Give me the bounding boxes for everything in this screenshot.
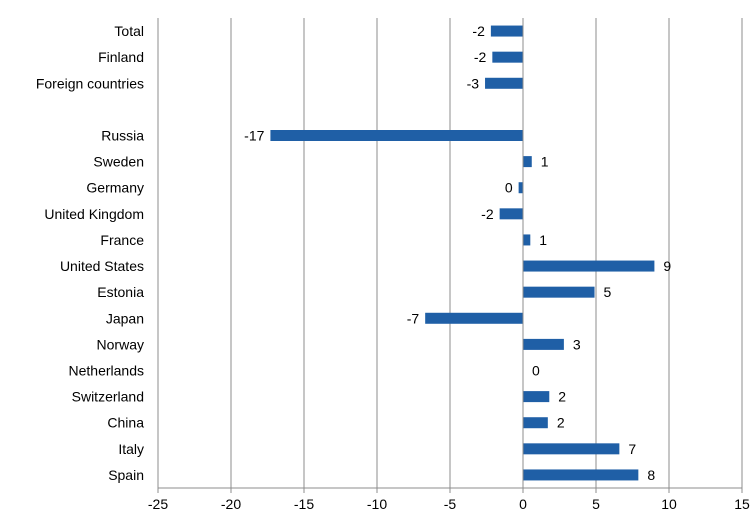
data-label-finland: -2 <box>474 49 487 65</box>
bar-estonia <box>523 286 595 298</box>
category-label-china: China <box>107 415 144 431</box>
data-label-united-states: 9 <box>663 258 671 274</box>
category-label-united-states: United States <box>60 258 144 274</box>
x-tick-label: 15 <box>734 496 750 512</box>
bars <box>270 25 655 481</box>
category-label-total: Total <box>114 23 144 39</box>
x-tick-label: -5 <box>444 496 457 512</box>
data-label-total: -2 <box>472 23 485 39</box>
data-label-germany: 0 <box>505 180 513 196</box>
x-tick-label: -10 <box>367 496 387 512</box>
x-tick-label: -20 <box>221 496 241 512</box>
category-label-netherlands: Netherlands <box>69 363 145 379</box>
category-label-norway: Norway <box>97 336 144 352</box>
data-label-russia: -17 <box>244 128 264 144</box>
data-label-sweden: 1 <box>541 154 549 170</box>
category-label-switzerland: Switzerland <box>72 389 144 405</box>
bar-switzerland <box>523 391 550 403</box>
bar-russia <box>270 130 523 141</box>
x-tick-label: 0 <box>519 496 527 512</box>
bar-japan <box>425 312 523 324</box>
data-label-united-kingdom: -2 <box>481 206 494 222</box>
data-label-netherlands: 0 <box>532 363 540 379</box>
data-label-italy: 7 <box>628 441 636 457</box>
bar-china <box>523 417 548 429</box>
bar-united-states <box>523 260 655 272</box>
data-label-switzerland: 2 <box>558 389 566 405</box>
category-label-japan: Japan <box>106 310 144 326</box>
bar-total <box>490 25 523 37</box>
grid-lines <box>157 18 743 488</box>
category-label-germany: Germany <box>86 180 144 196</box>
x-tick-label: -25 <box>148 496 168 512</box>
x-axis <box>157 18 743 493</box>
bar-finland <box>492 51 523 63</box>
x-tick-label: 10 <box>661 496 677 512</box>
x-tick-label: -15 <box>294 496 314 512</box>
bar-italy <box>523 443 620 455</box>
data-label-china: 2 <box>557 415 565 431</box>
data-label-foreign-countries: -3 <box>467 75 480 91</box>
category-label-spain: Spain <box>108 467 144 483</box>
bar-foreign-countries <box>485 77 523 89</box>
bar-spain <box>523 469 639 481</box>
x-tick-label: 5 <box>592 496 600 512</box>
data-label-france: 1 <box>539 232 547 248</box>
category-label-russia: Russia <box>101 128 144 144</box>
category-label-foreign-countries: Foreign countries <box>36 75 144 91</box>
data-label-estonia: 5 <box>604 284 612 300</box>
category-labels: Total Finland Foreign countries Russia Swede… <box>36 23 144 483</box>
category-label-finland: Finland <box>98 49 144 65</box>
data-label-japan: -7 <box>407 310 420 326</box>
category-label-italy: Italy <box>118 441 144 457</box>
bar-norway <box>523 338 564 350</box>
x-tick-labels: -25 -20 -15 -10 -5 0 5 10 15 <box>148 496 750 512</box>
category-label-united-kingdom: United Kingdom <box>44 206 144 222</box>
data-label-spain: 8 <box>647 467 655 483</box>
bar-sweden <box>523 156 532 168</box>
bar-germany <box>518 182 523 194</box>
category-label-sweden: Sweden <box>93 154 144 170</box>
category-label-estonia: Estonia <box>97 284 144 300</box>
bar-united-kingdom <box>499 208 523 220</box>
category-label-france: France <box>100 232 144 248</box>
data-label-norway: 3 <box>573 336 581 352</box>
data-labels: -2 -2 -3 -17 1 0 -2 1 9 5 -7 3 0 2 2 78 <box>244 23 671 483</box>
bar-france <box>523 234 531 246</box>
